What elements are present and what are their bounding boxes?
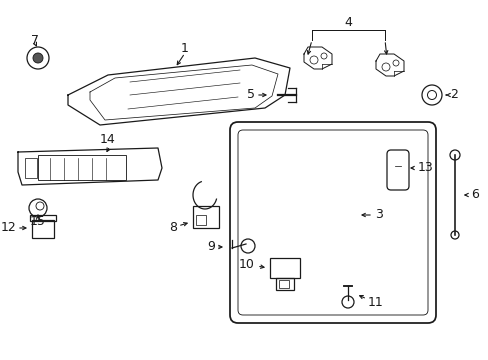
Bar	[196, 215, 205, 225]
Circle shape	[33, 53, 43, 63]
Text: 15: 15	[30, 216, 46, 229]
Text: 4: 4	[344, 15, 351, 28]
Text: 12: 12	[0, 221, 16, 234]
Text: 8: 8	[169, 221, 177, 234]
Bar	[275, 278, 293, 290]
Text: 6: 6	[470, 189, 478, 202]
Text: 3: 3	[374, 208, 382, 221]
Text: 5: 5	[246, 89, 254, 102]
Text: 1: 1	[181, 41, 188, 54]
Text: 10: 10	[239, 257, 254, 270]
Bar	[38, 155, 126, 180]
Bar	[193, 206, 219, 228]
Text: 2: 2	[449, 89, 457, 102]
Bar	[32, 220, 54, 238]
Text: 11: 11	[367, 296, 383, 309]
Bar	[25, 158, 37, 178]
Text: 13: 13	[417, 162, 433, 175]
Text: 9: 9	[207, 240, 215, 253]
Text: 7: 7	[31, 33, 39, 46]
Bar	[30, 215, 56, 221]
Text: 14: 14	[100, 134, 116, 147]
Bar	[269, 258, 299, 278]
Bar	[279, 280, 288, 288]
